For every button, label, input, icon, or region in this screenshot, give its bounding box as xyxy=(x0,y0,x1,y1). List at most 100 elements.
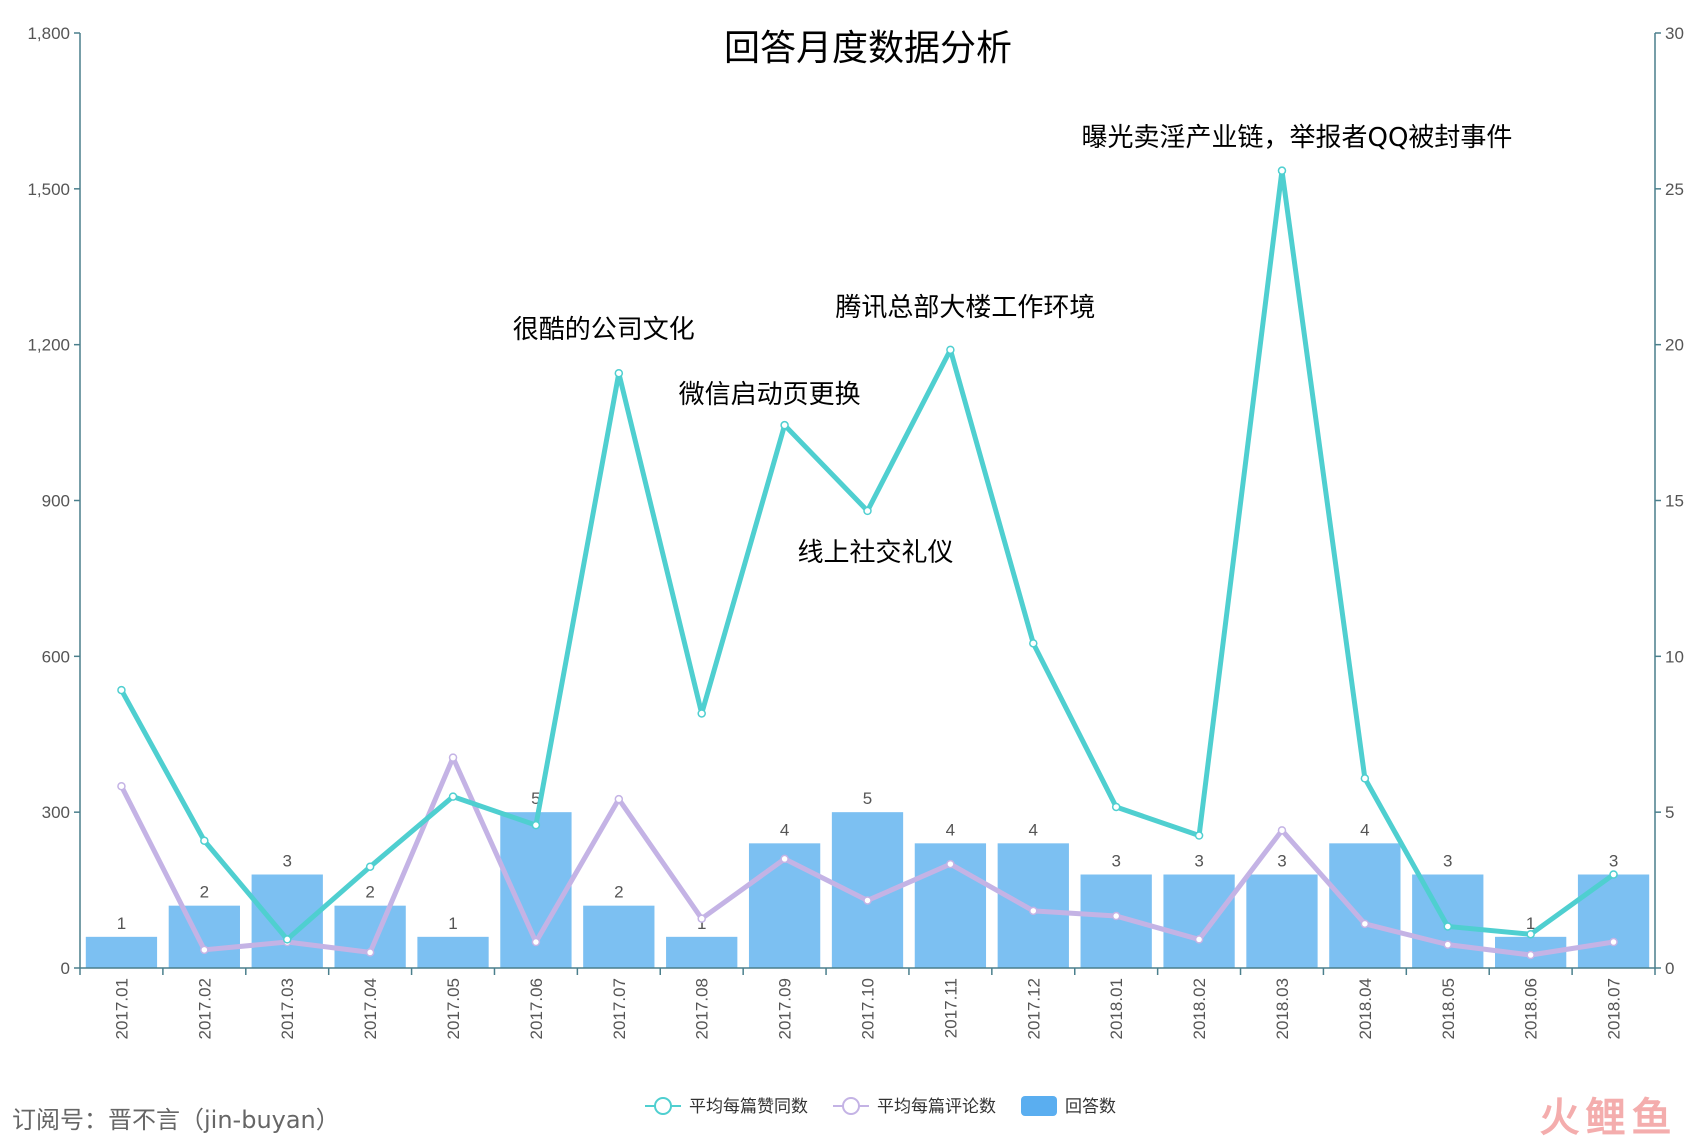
x-axis-tick-label: 2018.07 xyxy=(1605,978,1624,1039)
left-y-axis: 0 300 600 900 1,200 1,500 1,800 xyxy=(27,24,81,978)
left-axis-tick-label: 300 xyxy=(42,803,70,822)
line-point xyxy=(531,937,541,947)
line-point xyxy=(448,792,458,801)
bar-value-label: 3 xyxy=(1111,852,1120,871)
footer-subscription-text: 订阅号：晋不言（jin-buyan） xyxy=(12,1106,340,1134)
x-axis-tick-label: 2017.01 xyxy=(112,978,131,1039)
x-axis-tick-label: 2017.04 xyxy=(361,978,380,1039)
x-axis-tick-label: 2018.03 xyxy=(1273,978,1292,1039)
line-point xyxy=(614,368,624,378)
x-axis-tick-label: 2017.09 xyxy=(776,978,795,1039)
right-axis-tick-label: 0 xyxy=(1665,959,1674,978)
chart-title: 回答月度数据分析 xyxy=(724,28,1012,69)
line-point xyxy=(1277,826,1287,835)
x-axis-tick-label: 2018.04 xyxy=(1356,978,1375,1039)
bar-value-label: 4 xyxy=(780,820,789,839)
right-axis-tick-label: 20 xyxy=(1665,336,1684,355)
left-axis-tick-label: 900 xyxy=(42,492,70,511)
bar xyxy=(1163,874,1235,968)
line-point xyxy=(200,945,209,955)
bar-value-labels: 1 2 3 2 1 5 2 1 4 5 4 4 3 3 3 4 3 1 3 xyxy=(117,789,1619,933)
bar-value-label: 1 xyxy=(1526,914,1535,933)
line-point xyxy=(117,685,126,695)
x-axis-tick-label: 2018.05 xyxy=(1439,978,1458,1039)
watermark-logo: 火鲤鱼 xyxy=(1539,1095,1678,1141)
legend[interactable]: 平均每篇赞同数 平均每篇评论数 回答数 xyxy=(645,1096,1116,1117)
x-axis-tick-label: 2017.10 xyxy=(859,978,878,1039)
line-point xyxy=(448,753,458,762)
bar xyxy=(417,936,489,968)
left-axis-tick-label: 1,800 xyxy=(27,24,70,43)
left-axis-tick-label: 600 xyxy=(42,647,70,666)
left-axis-tick-label: 1,500 xyxy=(27,180,70,199)
line-point xyxy=(697,914,706,923)
line-series xyxy=(117,166,1618,960)
bar xyxy=(1412,874,1484,968)
bar-value-label: 1 xyxy=(448,914,457,933)
legend-circle-marker xyxy=(654,1097,672,1115)
bar-value-label: 3 xyxy=(1194,852,1203,871)
left-axis-tick-label: 0 xyxy=(61,959,70,978)
line-point xyxy=(1526,950,1535,960)
line-point xyxy=(614,794,624,804)
legend-item-label: 平均每篇赞同数 xyxy=(689,1097,808,1117)
bar xyxy=(251,874,323,968)
line-point xyxy=(1443,940,1453,949)
x-axis: 2017.01 2017.02 2017.03 2017.04 2017.05 2017.… xyxy=(79,967,1656,1039)
x-axis-tick-label: 2018.06 xyxy=(1522,978,1541,1039)
line-point xyxy=(1111,911,1121,921)
right-axis-tick-label: 25 xyxy=(1665,180,1684,199)
bar-value-label: 4 xyxy=(1029,820,1038,839)
annotation-label: 很酷的公司文化 xyxy=(513,315,695,345)
x-axis-tick-label: 2017.03 xyxy=(278,978,297,1039)
line-point xyxy=(1029,639,1038,648)
line-point xyxy=(200,836,209,845)
bar xyxy=(334,905,406,968)
x-axis-tick-label: 2017.02 xyxy=(195,978,214,1039)
bar-value-label: 3 xyxy=(1443,852,1452,871)
line-point xyxy=(946,859,955,869)
x-axis-tick-label: 2017.11 xyxy=(941,978,960,1038)
legend-item[interactable]: 平均每篇评论数 xyxy=(833,1097,996,1117)
x-axis-tick-label: 2018.01 xyxy=(1107,978,1126,1039)
bar xyxy=(748,843,821,968)
annotation-label: 腾讯总部大楼工作环境 xyxy=(835,293,1095,323)
annotation-label: 微信启动页更换 xyxy=(679,380,861,410)
line-point xyxy=(282,935,292,944)
legend-item[interactable]: 平均每篇赞同数 xyxy=(645,1097,808,1117)
line-point xyxy=(1111,802,1121,812)
bar-value-label: 4 xyxy=(946,820,955,839)
right-y-axis: 0 5 10 15 20 25 30 xyxy=(1654,24,1684,978)
bar xyxy=(1577,874,1650,968)
bar-value-label: 2 xyxy=(365,883,374,902)
bar-value-label: 4 xyxy=(1360,820,1369,839)
line-point xyxy=(1609,870,1618,879)
bar-value-label: 2 xyxy=(614,883,623,902)
bar-value-label: 3 xyxy=(283,852,292,871)
line-point xyxy=(1360,919,1370,929)
line-point xyxy=(365,862,375,871)
line-point xyxy=(1443,922,1453,931)
right-axis-tick-label: 30 xyxy=(1665,24,1684,43)
legend-circle-marker xyxy=(842,1097,860,1115)
legend-bar-marker xyxy=(1021,1096,1057,1116)
bar-value-label: 5 xyxy=(863,789,872,808)
line-point xyxy=(1029,906,1038,916)
annotation-label: 曝光卖淫产业链，举报者QQ被封事件 xyxy=(1082,123,1513,153)
line-point xyxy=(365,948,375,957)
x-axis-tick-label: 2017.05 xyxy=(444,978,463,1039)
line-point xyxy=(117,781,126,791)
x-axis-tick-label: 2017.07 xyxy=(610,978,629,1039)
x-axis-tick-label: 2017.12 xyxy=(1024,978,1043,1039)
bar-value-label: 3 xyxy=(1609,852,1618,871)
bar-value-label: 1 xyxy=(697,914,706,933)
bar xyxy=(85,936,158,968)
line-point xyxy=(780,420,789,430)
bar-value-label: 3 xyxy=(1277,852,1286,871)
bar xyxy=(1329,843,1401,968)
legend-item[interactable]: 回答数 xyxy=(1021,1096,1116,1117)
bar xyxy=(583,905,655,968)
line-point xyxy=(1526,929,1535,939)
